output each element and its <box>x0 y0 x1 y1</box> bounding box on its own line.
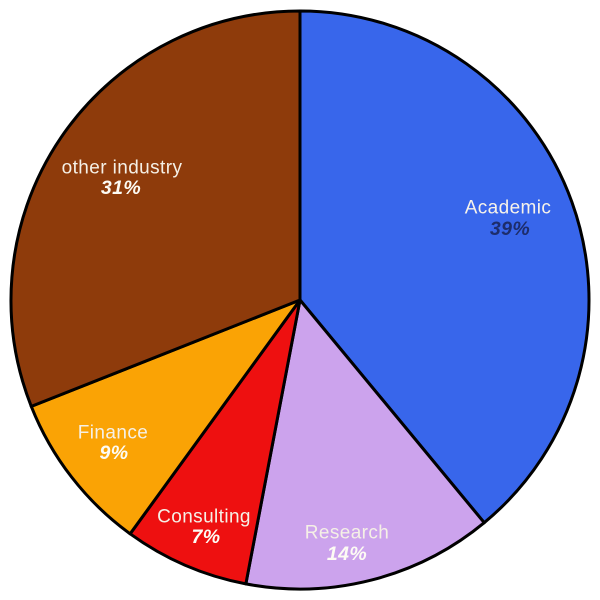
slice-label-consulting: Consulting <box>157 507 251 528</box>
slice-percentage-research: 14% <box>327 543 367 565</box>
slice-label-other-industry: other industry <box>62 158 183 179</box>
pie-slice-academic <box>298 9 591 525</box>
slice-percentage-academic: 39% <box>490 218 530 240</box>
slice-label-research: Research <box>305 523 390 544</box>
slice-label-academic: Academic <box>465 198 552 219</box>
pie-slice-consulting <box>128 298 302 586</box>
pie-slice-other-industry <box>9 9 302 408</box>
slice-percentage-other-industry: 31% <box>101 177 141 199</box>
slice-percentage-consulting: 7% <box>192 526 221 548</box>
pie-slice-finance <box>29 298 302 536</box>
pie-slice-research <box>244 298 486 591</box>
slice-percentage-finance: 9% <box>100 442 129 464</box>
slice-label-finance: Finance <box>78 423 148 444</box>
